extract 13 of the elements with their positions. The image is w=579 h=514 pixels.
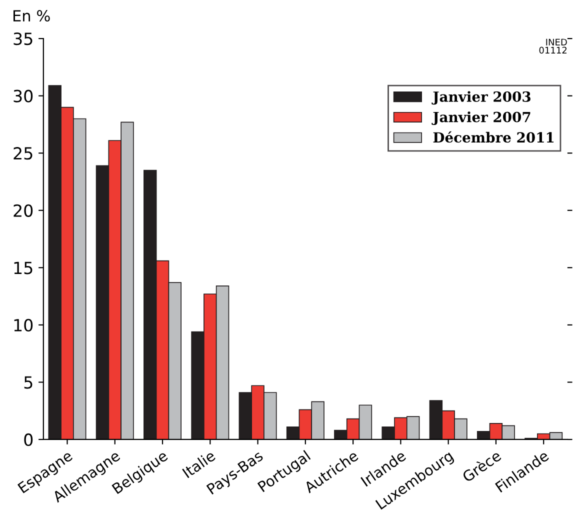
legend-label: Décembre 2011 <box>433 131 554 143</box>
y-tick-label: 15 <box>14 262 32 274</box>
legend-label: Janvier 2007 <box>432 112 530 125</box>
y-tick-label: 10 <box>14 318 33 332</box>
annotation: INED 01112 <box>539 38 567 54</box>
y-tick-label: 30 <box>14 90 33 102</box>
y-tick-label: 20 <box>14 204 33 217</box>
y-tick-label: 5 <box>24 376 32 389</box>
legend-label: Janvier 2003 <box>432 91 530 105</box>
y-tick-label: 35 <box>14 32 32 46</box>
y-tick-label: 0 <box>24 433 33 446</box>
y-tick-label: 25 <box>14 147 32 160</box>
y-axis-title: En % <box>13 10 50 22</box>
